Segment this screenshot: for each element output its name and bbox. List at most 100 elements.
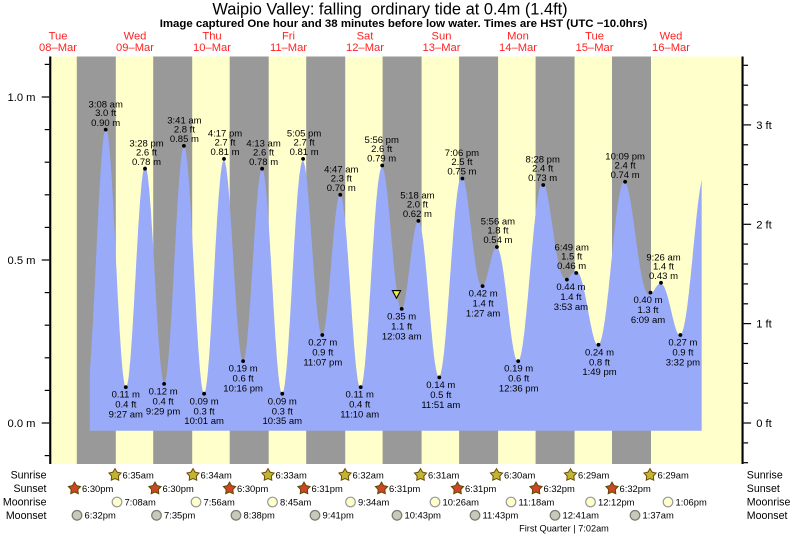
svg-text:6:32pm: 6:32pm [85, 510, 116, 521]
svg-text:3:28 pm: 3:28 pm [129, 138, 163, 149]
svg-text:First Quarter | 7:02am: First Quarter | 7:02am [519, 524, 609, 534]
svg-text:1:37am: 1:37am [643, 510, 674, 521]
svg-text:0.19 m: 0.19 m [229, 364, 258, 375]
svg-text:1.4 ft: 1.4 ft [653, 261, 674, 272]
svg-text:6:30am: 6:30am [504, 469, 535, 480]
svg-text:1.0 m: 1.0 m [8, 92, 36, 104]
svg-text:Moonset: Moonset [6, 510, 47, 522]
svg-text:11:18am: 11:18am [519, 496, 555, 507]
svg-text:12–Mar: 12–Mar [346, 42, 384, 54]
svg-text:2.4 ft: 2.4 ft [615, 160, 636, 171]
svg-text:11:51 am: 11:51 am [421, 400, 460, 411]
svg-text:0.9 ft: 0.9 ft [312, 348, 333, 359]
svg-text:4:47 am: 4:47 am [324, 165, 358, 176]
svg-text:2.4 ft: 2.4 ft [532, 164, 553, 175]
svg-text:0.6 ft: 0.6 ft [508, 374, 529, 385]
svg-text:1.8 ft: 1.8 ft [487, 226, 508, 237]
svg-text:2.6 ft: 2.6 ft [253, 147, 274, 158]
svg-text:0.78 m: 0.78 m [249, 157, 278, 168]
svg-text:0.43 m: 0.43 m [649, 271, 678, 282]
svg-text:10–Mar: 10–Mar [193, 42, 231, 54]
svg-text:6:30pm: 6:30pm [237, 483, 268, 494]
svg-text:7:35pm: 7:35pm [164, 510, 195, 521]
svg-text:2.6 ft: 2.6 ft [371, 144, 392, 155]
svg-text:0.24 m: 0.24 m [585, 347, 614, 358]
svg-text:Wed: Wed [660, 31, 683, 43]
svg-text:6:31pm: 6:31pm [312, 483, 343, 494]
svg-text:13–Mar: 13–Mar [423, 42, 461, 54]
svg-text:6:34am: 6:34am [201, 469, 232, 480]
svg-text:1.1 ft: 1.1 ft [391, 322, 412, 333]
svg-text:0.09 m: 0.09 m [268, 396, 297, 407]
svg-text:5:56 pm: 5:56 pm [365, 135, 399, 146]
svg-text:2.8 ft: 2.8 ft [174, 125, 195, 136]
svg-text:7:56am: 7:56am [204, 496, 235, 507]
svg-text:2.0 ft: 2.0 ft [407, 200, 428, 211]
svg-text:0.14 m: 0.14 m [426, 380, 455, 391]
svg-text:0.27 m: 0.27 m [668, 338, 697, 349]
svg-text:0.44 m: 0.44 m [556, 282, 585, 293]
svg-text:9:27 am: 9:27 am [109, 410, 143, 421]
svg-text:6:32am: 6:32am [353, 469, 384, 480]
svg-text:2.3 ft: 2.3 ft [331, 173, 352, 184]
svg-text:9:26 am: 9:26 am [646, 253, 680, 264]
svg-text:0.12 m: 0.12 m [149, 387, 178, 398]
svg-text:Sunrise: Sunrise [11, 470, 47, 482]
svg-text:8:45am: 8:45am [280, 496, 311, 507]
svg-text:0.42 m: 0.42 m [469, 289, 498, 300]
svg-text:2 ft: 2 ft [756, 219, 772, 231]
svg-text:0.70 m: 0.70 m [327, 183, 356, 194]
svg-text:1:27 am: 1:27 am [466, 309, 500, 320]
svg-text:Moonrise: Moonrise [747, 497, 791, 509]
svg-text:0.4 ft: 0.4 ft [153, 397, 174, 408]
svg-text:08–Mar: 08–Mar [39, 42, 77, 54]
svg-text:Sunrise: Sunrise [747, 470, 783, 482]
svg-text:14–Mar: 14–Mar [499, 42, 537, 54]
svg-text:0.4 ft: 0.4 ft [349, 400, 370, 411]
svg-text:Sunset: Sunset [14, 483, 47, 495]
svg-text:0.90 m: 0.90 m [91, 118, 120, 129]
svg-text:10:35 am: 10:35 am [262, 416, 302, 427]
svg-text:Wed: Wed [124, 31, 147, 43]
svg-text:4:13 am: 4:13 am [246, 138, 280, 149]
svg-text:0.09 m: 0.09 m [190, 396, 219, 407]
svg-text:1.5 ft: 1.5 ft [561, 252, 582, 263]
svg-text:0.79 m: 0.79 m [367, 154, 396, 165]
svg-text:10:09 pm: 10:09 pm [605, 152, 645, 163]
svg-text:Tue: Tue [585, 31, 604, 43]
svg-text:5:56 am: 5:56 am [481, 217, 515, 228]
svg-text:10:01 am: 10:01 am [184, 416, 224, 427]
svg-text:16–Mar: 16–Mar [652, 42, 690, 54]
svg-text:6:30pm: 6:30pm [163, 483, 194, 494]
svg-text:12:36 pm: 12:36 pm [499, 384, 539, 395]
svg-text:9:29 pm: 9:29 pm [146, 406, 180, 417]
svg-text:0.4 ft: 0.4 ft [115, 400, 136, 411]
svg-text:0.9 ft: 0.9 ft [672, 348, 693, 359]
svg-text:6:31am: 6:31am [428, 469, 459, 480]
svg-text:0.73 m: 0.73 m [528, 173, 557, 184]
svg-text:6:49 am: 6:49 am [555, 243, 589, 254]
svg-text:9:34am: 9:34am [358, 496, 389, 507]
svg-text:6:35am: 6:35am [123, 469, 154, 480]
svg-text:11:10 am: 11:10 am [340, 410, 379, 421]
svg-text:2.5 ft: 2.5 ft [451, 157, 472, 168]
svg-text:0 ft: 0 ft [756, 418, 772, 430]
svg-text:0.3 ft: 0.3 ft [272, 406, 293, 417]
svg-text:11–Mar: 11–Mar [270, 42, 307, 54]
svg-text:10:16 pm: 10:16 pm [223, 384, 263, 395]
svg-text:2.7 ft: 2.7 ft [294, 138, 315, 149]
svg-text:6:33am: 6:33am [276, 469, 307, 480]
svg-text:8:38pm: 8:38pm [244, 510, 275, 521]
svg-text:6:29am: 6:29am [658, 469, 689, 480]
svg-text:0.75 m: 0.75 m [447, 167, 476, 178]
svg-text:0.74 m: 0.74 m [611, 170, 640, 181]
svg-text:15–Mar: 15–Mar [576, 42, 614, 54]
svg-text:1.4 ft: 1.4 ft [473, 299, 494, 310]
svg-text:0.40 m: 0.40 m [633, 295, 662, 306]
svg-text:11:07 pm: 11:07 pm [303, 357, 342, 368]
svg-text:Tue: Tue [49, 31, 68, 43]
svg-text:7:08am: 7:08am [125, 496, 156, 507]
svg-text:3 ft: 3 ft [756, 120, 772, 132]
svg-text:0.8 ft: 0.8 ft [589, 357, 610, 368]
svg-text:11:43pm: 11:43pm [483, 510, 519, 521]
